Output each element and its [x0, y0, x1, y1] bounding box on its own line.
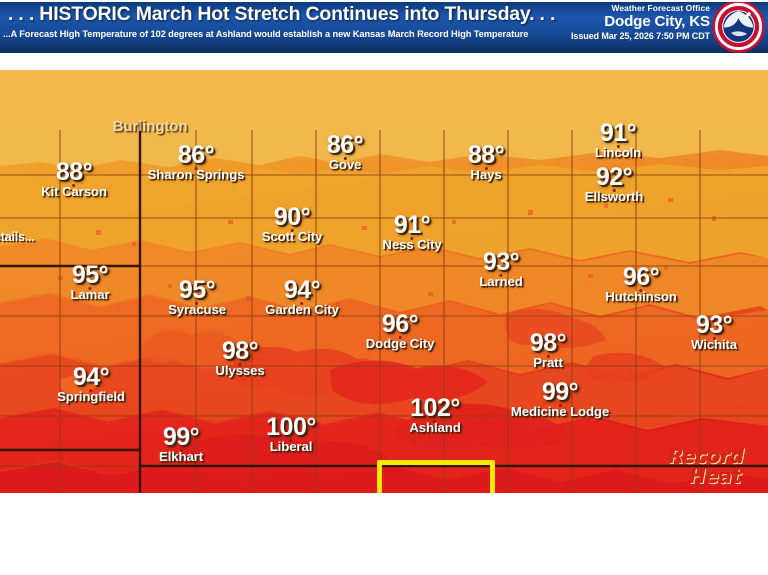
page-title: . . . HISTORIC March Hot Stretch Continu…	[8, 3, 556, 25]
nws-seal-icon	[712, 2, 765, 53]
record-heat-text: Record Heat	[652, 446, 760, 486]
temperature-map: etails...	[0, 70, 768, 493]
record-heat-line2: Heat	[689, 464, 741, 488]
ashland-highlight-box	[377, 460, 495, 493]
map-surface	[0, 70, 768, 493]
record-heat-badge: Record Heat	[624, 438, 760, 493]
office-label: Weather Forecast Office	[611, 3, 710, 13]
forecast-office-block: Weather Forecast Office Dodge City, KS I…	[571, 3, 710, 42]
office-name: Dodge City, KS	[604, 13, 710, 31]
clipped-left-text: etails...	[0, 230, 35, 244]
state-lines	[0, 122, 768, 493]
issued-timestamp: Issued Mar 25, 2026 7:50 PM CDT	[571, 31, 710, 42]
header-subtitle: ...A Forecast High Temperature of 102 de…	[3, 29, 529, 39]
record-heat-line1: Record	[668, 444, 744, 468]
header-banner: . . . HISTORIC March Hot Stretch Continu…	[0, 2, 768, 53]
